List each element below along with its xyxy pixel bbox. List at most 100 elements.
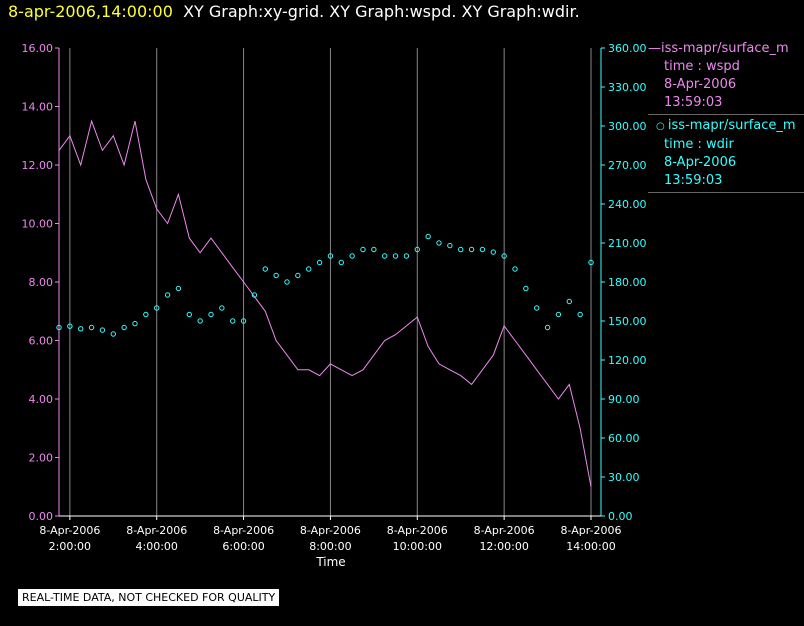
wdir-point bbox=[208, 311, 214, 318]
wdir-point bbox=[175, 285, 182, 292]
wdir-point bbox=[512, 266, 518, 272]
left-tick-label: 12.00 bbox=[22, 159, 54, 172]
wdir-point bbox=[555, 311, 562, 318]
left-tick-label: 10.00 bbox=[22, 218, 54, 231]
x-tick-time: 12:00:00 bbox=[479, 540, 528, 553]
left-tick-label: 8.00 bbox=[29, 276, 54, 289]
grid-lines bbox=[69, 48, 592, 516]
legend-wspd-time: 13:59:03 bbox=[664, 95, 723, 110]
wdir-point bbox=[534, 305, 540, 311]
wdir-point bbox=[501, 253, 507, 259]
right-tick-label: 150.00 bbox=[608, 315, 647, 328]
wdir-point bbox=[78, 326, 84, 332]
left-tick-label: 4.00 bbox=[29, 393, 54, 406]
wdir-point bbox=[99, 327, 106, 333]
wdir-point bbox=[371, 246, 377, 253]
x-tick-date: 8-Apr-2006 bbox=[300, 524, 361, 537]
wdir-point bbox=[479, 246, 486, 253]
wdir-point bbox=[251, 292, 258, 298]
right-tick-label: 300.00 bbox=[608, 120, 647, 133]
x-axis-label: Time bbox=[315, 555, 345, 569]
wdir-point bbox=[392, 253, 399, 259]
legend-wdir-name: iss-mapr/surface_m bbox=[667, 118, 796, 133]
right-axis-ticks: 0.00 30.00 60.00 90.00 120.00 150.00 180.00 210… bbox=[601, 42, 647, 523]
right-tick-label: 90.00 bbox=[608, 393, 640, 406]
wdir-point bbox=[327, 253, 334, 259]
legend-divider bbox=[648, 192, 804, 193]
wdir-point bbox=[262, 266, 268, 272]
x-tick-time: 4:00:00 bbox=[136, 540, 178, 553]
wdir-point bbox=[154, 305, 160, 311]
wdir-point bbox=[382, 253, 388, 259]
wdir-point bbox=[110, 331, 116, 337]
legend-wdir-time: 13:59:03 bbox=[664, 173, 723, 188]
right-tick-label: 360.00 bbox=[608, 42, 647, 55]
legend-wspd-date: 8-Apr-2006 bbox=[664, 77, 737, 92]
wdir-point bbox=[360, 246, 366, 253]
legend-wdir-field: time : wdir bbox=[664, 137, 734, 152]
wdir-point bbox=[523, 285, 529, 292]
wdir-point bbox=[338, 259, 344, 266]
x-tick-date: 8-Apr-2006 bbox=[126, 524, 187, 537]
x-tick-date: 8-Apr-2006 bbox=[39, 524, 100, 537]
wdir-point bbox=[349, 253, 355, 259]
x-tick-time: 8:00:00 bbox=[309, 540, 351, 553]
x-axis-ticks: 8-Apr-2006 2:00:00 8-Apr-2006 4:00:00 8-Apr-… bbox=[39, 516, 622, 553]
wdir-point bbox=[121, 324, 127, 331]
left-tick-label: 2.00 bbox=[29, 452, 54, 465]
left-tick-label: 0.00 bbox=[29, 510, 54, 523]
wdir-point bbox=[67, 323, 73, 329]
wdir-point bbox=[240, 318, 247, 324]
wdir-series bbox=[56, 233, 594, 337]
wdir-point bbox=[88, 324, 95, 331]
wdir-point bbox=[284, 279, 290, 285]
title-timestamp: 8-apr-2006,14:00:00 bbox=[8, 2, 173, 21]
right-tick-label: 30.00 bbox=[608, 471, 640, 484]
wdir-point bbox=[316, 259, 323, 266]
x-tick-date: 8-Apr-2006 bbox=[387, 524, 448, 537]
wdir-point bbox=[230, 318, 236, 324]
right-tick-label: 60.00 bbox=[608, 432, 640, 445]
right-tick-label: 270.00 bbox=[608, 159, 647, 172]
wdir-point bbox=[197, 318, 203, 324]
wdir-point bbox=[468, 246, 475, 253]
legend-wspd-field: time : wspd bbox=[664, 59, 740, 74]
quality-disclaimer: REAL-TIME DATA, NOT CHECKED FOR QUALITY bbox=[18, 589, 280, 606]
x-tick-date: 8-Apr-2006 bbox=[560, 524, 621, 537]
wdir-point bbox=[132, 320, 138, 327]
wdir-point bbox=[56, 324, 62, 331]
x-tick-time: 6:00:00 bbox=[222, 540, 264, 553]
right-tick-label: 330.00 bbox=[608, 81, 647, 94]
x-tick-time: 2:00:00 bbox=[49, 540, 91, 553]
wspd-series bbox=[58, 119, 592, 487]
wdir-point bbox=[414, 246, 420, 253]
title-graph-list: XY Graph:xy-grid. XY Graph:wspd. XY Grap… bbox=[183, 2, 580, 21]
wdir-point bbox=[306, 266, 312, 272]
wdir-point bbox=[164, 292, 171, 298]
legend-wdir-date: 8-Apr-2006 bbox=[664, 155, 737, 170]
legend-entry-wdir: ○ iss-mapr/surface_m time : wdir 8-Apr-2… bbox=[648, 117, 804, 190]
right-tick-label: 180.00 bbox=[608, 276, 647, 289]
legend-entry-wspd: —iss-mapr/surface_m time : wspd 8-Apr-20… bbox=[648, 40, 804, 112]
right-tick-label: 120.00 bbox=[608, 354, 647, 367]
wdir-point bbox=[566, 298, 572, 305]
left-tick-label: 6.00 bbox=[29, 335, 54, 348]
legend-divider bbox=[648, 114, 804, 115]
right-tick-label: 0.00 bbox=[608, 510, 633, 523]
wdir-point bbox=[219, 305, 225, 311]
wdir-point bbox=[436, 240, 442, 246]
wdir-point bbox=[544, 324, 551, 331]
wdir-point bbox=[143, 311, 149, 318]
wdir-point bbox=[588, 259, 594, 266]
x-tick-date: 8-Apr-2006 bbox=[474, 524, 535, 537]
legend-wspd-name: iss-mapr/surface_m bbox=[661, 41, 789, 56]
left-tick-label: 14.00 bbox=[22, 101, 54, 114]
left-axis-ticks: 0.00 2.00 4.00 6.00 8.00 10.00 12.00 14.00 16.00 bbox=[22, 42, 59, 523]
legend: —iss-mapr/surface_m time : wspd 8-Apr-20… bbox=[648, 40, 804, 195]
wdir-point bbox=[186, 311, 192, 318]
wdir-point bbox=[577, 311, 583, 318]
x-tick-time: 14:00:00 bbox=[566, 540, 615, 553]
x-tick-time: 10:00:00 bbox=[393, 540, 442, 553]
wdir-point bbox=[425, 233, 431, 240]
x-tick-date: 8-Apr-2006 bbox=[213, 524, 274, 537]
